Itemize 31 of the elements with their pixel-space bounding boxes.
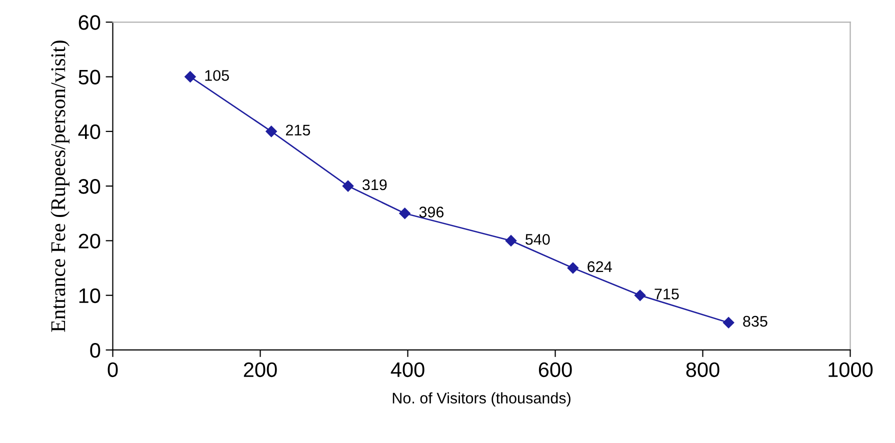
y-tick-label: 40 bbox=[78, 124, 100, 140]
annotation: 396 bbox=[419, 206, 444, 218]
y-tick-label: 0 bbox=[90, 342, 100, 358]
y-tick-label: 60 bbox=[78, 15, 100, 30]
point bbox=[184, 71, 196, 82]
annotation: 105 bbox=[205, 70, 229, 81]
annotation: 624 bbox=[588, 261, 612, 272]
annotation: 715 bbox=[654, 288, 679, 300]
x-tick-label: 0 bbox=[108, 362, 118, 378]
x-tick-label: 200 bbox=[244, 362, 277, 378]
x-tick-label: 800 bbox=[686, 362, 720, 378]
x-tick-label: 1000 bbox=[828, 362, 873, 378]
y-axis-title: Entrance Fee (Rupees/person/visit) bbox=[50, 40, 70, 332]
y-tick-label: 50 bbox=[78, 70, 100, 85]
y-tick-label: 30 bbox=[78, 179, 100, 194]
y-tick-label: 10 bbox=[79, 288, 100, 304]
point bbox=[342, 180, 354, 192]
point bbox=[399, 208, 410, 219]
x-tick-label: 400 bbox=[390, 362, 424, 378]
annotation: 319 bbox=[362, 179, 387, 190]
point bbox=[722, 317, 734, 328]
x-tick-label: 600 bbox=[538, 362, 572, 378]
annotation: 540 bbox=[526, 234, 550, 245]
point bbox=[266, 126, 277, 138]
annotation: 835 bbox=[743, 316, 768, 327]
y-tick-label: 20 bbox=[78, 234, 100, 248]
point bbox=[567, 262, 579, 274]
point bbox=[505, 235, 517, 246]
point bbox=[634, 290, 646, 301]
annotation: 215 bbox=[286, 124, 310, 136]
x-axis-title: No. of Visitors (thousands) bbox=[392, 392, 570, 407]
